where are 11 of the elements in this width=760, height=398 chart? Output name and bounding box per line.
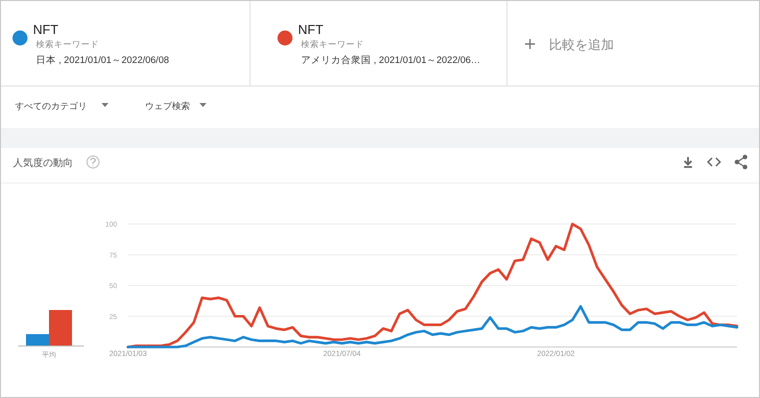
text: 日本 , 2021/01/01～2022/06/08 <box>36 54 170 66</box>
legend-label: NFT <box>298 22 324 37</box>
text: ウェブ検索 <box>145 101 190 111</box>
text: 検索キーワード <box>301 39 364 49</box>
text: 検索キーワード <box>36 39 99 49</box>
legend-label: NFT <box>33 22 58 37</box>
text: 比較を追加 <box>549 37 614 52</box>
line-series <box>126 305 738 348</box>
text: すべてのカテゴリ <box>15 101 87 111</box>
text: アメリカ合衆国 , 2021/01/01～2022/06… <box>301 54 480 66</box>
text: 人気度の動向 <box>13 157 73 169</box>
